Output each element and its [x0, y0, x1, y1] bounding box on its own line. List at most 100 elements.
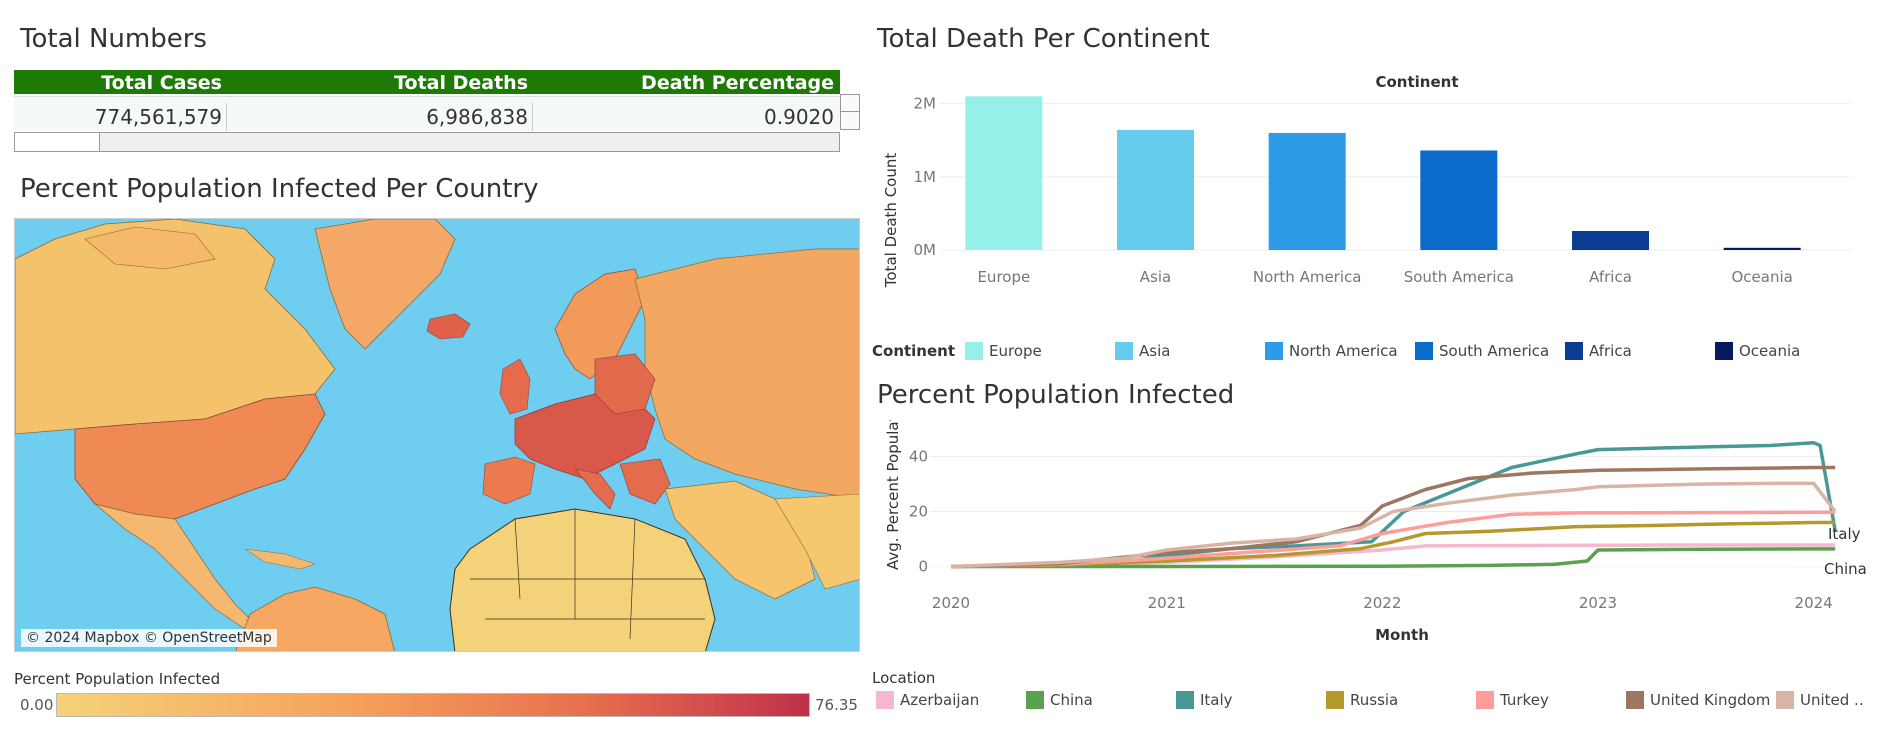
legend-label: Oceania [1739, 342, 1801, 360]
line-series-turkey [950, 510, 1836, 569]
map-region-south-asia[interactable] [774, 493, 860, 590]
kpi-vertical-scrollbar[interactable] [840, 94, 860, 130]
map-region-uk[interactable] [499, 358, 531, 415]
bar-legend-item[interactable]: Europe [965, 342, 1042, 360]
map-legend-min: 0.00 [20, 696, 54, 714]
bar-x-label: Europe [977, 268, 1030, 286]
kpi-value-total-cases: 774,561,579 [94, 105, 222, 129]
legend-swatch [1626, 691, 1644, 709]
bar-y-axis-label: Total Death Count [882, 153, 900, 289]
map-region-mexico[interactable] [94, 503, 256, 630]
kpi-value-total-deaths: 6,986,838 [426, 105, 528, 129]
map-africa-borders [470, 509, 705, 640]
scrollbar-thumb[interactable] [15, 133, 100, 151]
bar-x-label: South America [1404, 268, 1514, 286]
legend-swatch [1326, 691, 1344, 709]
kpi-header-row: Total Cases Total Deaths Death Percentag… [14, 70, 840, 94]
map-region-central-europe[interactable] [594, 353, 656, 415]
bar-y-tick-label: 2M [914, 95, 937, 113]
kpi-horizontal-scrollbar[interactable] [14, 132, 840, 152]
cell-separator [532, 103, 533, 131]
line-end-label-china: China [1824, 560, 1867, 578]
line-x-tick-label: 2020 [932, 594, 970, 612]
line-x-axis-label: Month [1375, 626, 1429, 644]
map-region-africa[interactable] [449, 508, 716, 652]
line-series-united- [950, 481, 1837, 569]
map-region-caribbean[interactable] [244, 548, 316, 570]
legend-label: Russia [1350, 691, 1399, 709]
map-region-arctic-islands[interactable] [84, 226, 216, 270]
cell-separator [226, 103, 227, 131]
map-region-greenland[interactable] [314, 219, 456, 350]
kpi-value-row: 774,561,579 6,986,838 0.9020 [14, 96, 840, 131]
scrollbar-thumb[interactable] [841, 95, 859, 112]
line-series-china [951, 547, 1836, 569]
bar-y-tick-label: 0M [914, 241, 937, 259]
bar-south-america [1420, 150, 1498, 250]
bar-y-tick-label: 1M [914, 168, 937, 186]
bar-legend-item[interactable]: Oceania [1715, 342, 1800, 360]
bar-x-label: North America [1253, 268, 1362, 286]
bar-x-labels: Europe Asia North America South America Afri… [977, 268, 1792, 286]
line-series-group [950, 441, 1837, 569]
line-y-ticks: 0 20 40 [909, 448, 928, 576]
map-region-iberia[interactable] [482, 456, 536, 505]
line-end-label-italy: Italy [1828, 525, 1861, 543]
world-map[interactable]: © 2024 Mapbox © OpenStreetMap [14, 218, 860, 652]
legend-label: United Kingdom [1650, 691, 1771, 709]
bar-x-label: Asia [1140, 268, 1171, 286]
map-region-scandinavia[interactable] [554, 268, 646, 380]
legend-label: United .. [1800, 691, 1864, 709]
map-region-iceland[interactable] [426, 313, 471, 340]
map-region-western-europe[interactable] [514, 393, 656, 480]
legend-label: China [1050, 691, 1093, 709]
bar-europe [965, 96, 1043, 250]
legend-swatch [1415, 342, 1433, 360]
bar-legend-item[interactable]: Africa [1565, 342, 1632, 360]
legend-label: Italy [1200, 691, 1233, 709]
map-region-italy-balkans[interactable] [574, 458, 671, 510]
line-legend-item[interactable]: Azerbaijan [876, 691, 979, 709]
map-legend-max: 76.35 [815, 696, 858, 714]
line-series-russia [950, 520, 1836, 569]
bar-y-ticks: 0M 1M 2M [914, 95, 937, 259]
legend-swatch [965, 342, 983, 360]
legend-swatch [876, 691, 894, 709]
bar-legend-item[interactable]: South America [1415, 342, 1549, 360]
map-legend-gradient [56, 693, 810, 717]
line-x-ticks: 2020 2021 2022 2023 2024 [932, 594, 1833, 612]
line-legend-item[interactable]: Italy [1176, 691, 1233, 709]
legend-swatch [1476, 691, 1494, 709]
bar-north-america [1268, 132, 1346, 250]
legend-label: Europe [989, 342, 1042, 360]
bar-asia [1117, 130, 1194, 250]
line-legend-item[interactable]: United .. [1776, 691, 1864, 709]
line-legend-item[interactable]: Russia [1326, 691, 1398, 709]
kpi-title: Total Numbers [20, 24, 207, 54]
map-region-russia[interactable] [634, 248, 860, 500]
line-legend-item[interactable]: United Kingdom [1626, 691, 1770, 709]
legend-swatch [1715, 342, 1733, 360]
legend-label: Azerbaijan [900, 691, 980, 709]
legend-label: North America [1289, 342, 1398, 360]
map-region-middle-east[interactable] [664, 480, 816, 600]
line-legend-item[interactable]: China [1026, 691, 1093, 709]
line-series-united-kingdom [950, 465, 1836, 569]
line-legend-title: Location [872, 669, 936, 687]
bar-chart-title: Total Death Per Continent [877, 24, 1210, 54]
legend-swatch [1265, 342, 1283, 360]
bar-legend-item[interactable]: North America [1265, 342, 1398, 360]
bar-chart: Continent Total Death Count 0M 1M 2M Europ… [882, 73, 1850, 289]
bar-oceania [1723, 247, 1801, 250]
legend-label: Africa [1589, 342, 1632, 360]
map-attribution[interactable]: © 2024 Mapbox © OpenStreetMap [21, 629, 277, 647]
line-chart-title: Percent Population Infected [877, 380, 1235, 410]
legend-swatch [1565, 342, 1583, 360]
line-y-tick-label: 20 [909, 503, 928, 521]
line-legend-item[interactable]: Turkey [1476, 691, 1549, 709]
bar-legend-item[interactable]: Asia [1115, 342, 1170, 360]
line-x-tick-label: 2022 [1363, 594, 1401, 612]
kpi-header-total-deaths: Total Deaths [394, 72, 528, 94]
line-y-tick-label: 0 [918, 558, 928, 576]
